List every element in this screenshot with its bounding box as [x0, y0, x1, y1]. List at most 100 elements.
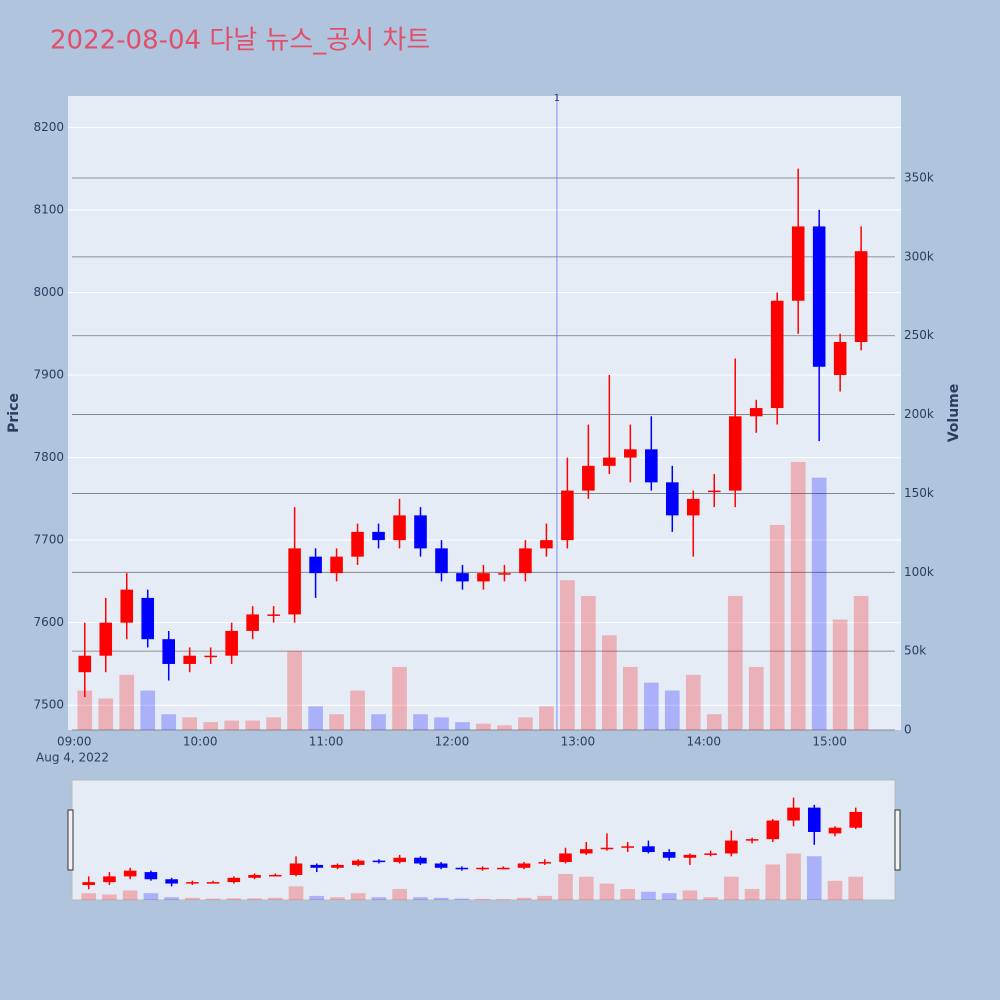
y-tick-label: 7500: [33, 698, 64, 712]
slider-volume-bar: [433, 897, 449, 900]
candle-body: [665, 482, 679, 516]
slider-candle-body: [310, 864, 324, 868]
candle-body: [477, 573, 490, 582]
candle-body: [99, 622, 113, 656]
candle-body: [288, 548, 301, 615]
candle-body: [624, 449, 637, 458]
slider-volume-bar: [81, 893, 97, 900]
x-tick-label: 09:00: [57, 735, 92, 749]
volume-bar: [497, 725, 512, 730]
chart-title: 2022-08-04 다날 뉴스_공시 차트: [50, 26, 430, 56]
slider-candle-body: [289, 863, 303, 875]
slider-candle-body: [725, 840, 738, 854]
candle-body: [582, 465, 595, 491]
x-tick-label: 14:00: [686, 735, 721, 749]
volume-bar: [392, 666, 407, 730]
y-tick-label: 8100: [33, 202, 64, 216]
slider-volume-bar: [454, 898, 470, 900]
candle-body: [183, 655, 196, 664]
candle-body: [435, 548, 448, 574]
volume-bar: [832, 619, 848, 730]
x-tick-label: 11:00: [309, 735, 344, 749]
candle-body: [351, 531, 364, 557]
volume-bar: [224, 720, 240, 730]
candle-body: [309, 556, 322, 574]
y-tick-label: 8200: [33, 120, 64, 134]
volume-bar: [769, 524, 785, 730]
slider-candle-body: [497, 867, 510, 870]
candle-body: [707, 490, 721, 493]
slider-candle-body: [82, 882, 96, 885]
slider-volume-bar: [537, 895, 553, 900]
slider-candle-body: [186, 882, 199, 884]
y2-tick-label: 150k: [904, 486, 934, 500]
slider-volume-bar: [765, 864, 781, 900]
slider-candle-body: [476, 867, 489, 870]
slider-volume-bar: [786, 853, 801, 900]
slider-volume-bar: [350, 893, 366, 900]
volume-bar: [727, 595, 743, 730]
volume-bar: [455, 722, 470, 730]
slider-handle[interactable]: [894, 809, 901, 871]
volume-bar: [98, 698, 114, 730]
slider-candle-body: [849, 811, 863, 828]
slider-candle-body: [206, 882, 220, 884]
volume-bar: [413, 714, 428, 730]
slider-candle-body: [704, 853, 717, 855]
volume-bar: [203, 722, 219, 730]
y2-tick-label: 350k: [904, 171, 934, 185]
candle-body: [833, 342, 847, 376]
candle-body: [686, 498, 700, 516]
volume-bar: [434, 717, 449, 730]
y-tick-label: 7700: [33, 533, 64, 547]
slider-volume-bar: [661, 893, 677, 900]
candle-body: [372, 531, 385, 541]
volume-bar: [182, 717, 198, 730]
slider-volume-bar: [226, 898, 242, 900]
volume-bar: [476, 723, 491, 730]
slider-handle[interactable]: [67, 809, 74, 871]
slider-candle-body: [393, 857, 406, 863]
slider-volume-bar: [247, 898, 262, 900]
y2-tick-label: 300k: [904, 249, 934, 263]
volume-bar: [308, 706, 323, 730]
candle-body: [561, 490, 574, 541]
volume-bar: [350, 690, 365, 730]
volume-bar: [853, 595, 869, 730]
volume-bar: [664, 690, 680, 730]
slider-candle-body: [807, 807, 821, 832]
candle-body: [267, 614, 280, 616]
x-tick-label: 10:00: [183, 735, 218, 749]
x-tick-label: 15:00: [812, 735, 847, 749]
volume-bar: [581, 595, 596, 730]
slider-volume-bar: [599, 883, 615, 900]
x-tick-label: 13:00: [561, 735, 596, 749]
candle-body: [246, 614, 259, 631]
x-tick-label: 12:00: [435, 735, 470, 749]
slider-candle-body: [248, 874, 261, 878]
candle-body: [456, 573, 469, 582]
volume-bar: [685, 674, 701, 730]
volume-bar: [518, 717, 533, 730]
slider-candle-body: [538, 862, 552, 864]
slider-candle-body: [123, 870, 137, 877]
volume-bar: [161, 714, 177, 730]
y-tick-label: 7900: [33, 368, 64, 382]
slider-volume-bar: [641, 891, 656, 900]
y-tick-label: 7600: [33, 615, 64, 629]
volume-bar: [329, 714, 344, 730]
y2-axis-title: Volume: [946, 384, 962, 443]
candle-body: [78, 655, 92, 673]
slider-candle-body: [455, 867, 469, 870]
slider-volume-bar: [848, 876, 864, 900]
slider-candle-body: [144, 872, 158, 880]
slider-volume-bar: [371, 897, 387, 900]
slider-volume-bar: [475, 898, 490, 900]
slider-volume-bar: [682, 890, 698, 900]
slider-volume-bar: [309, 895, 325, 900]
slider-volume-bar: [185, 897, 200, 900]
volume-bar: [748, 666, 764, 730]
volume-bar: [287, 651, 302, 730]
candle-body: [225, 630, 238, 656]
